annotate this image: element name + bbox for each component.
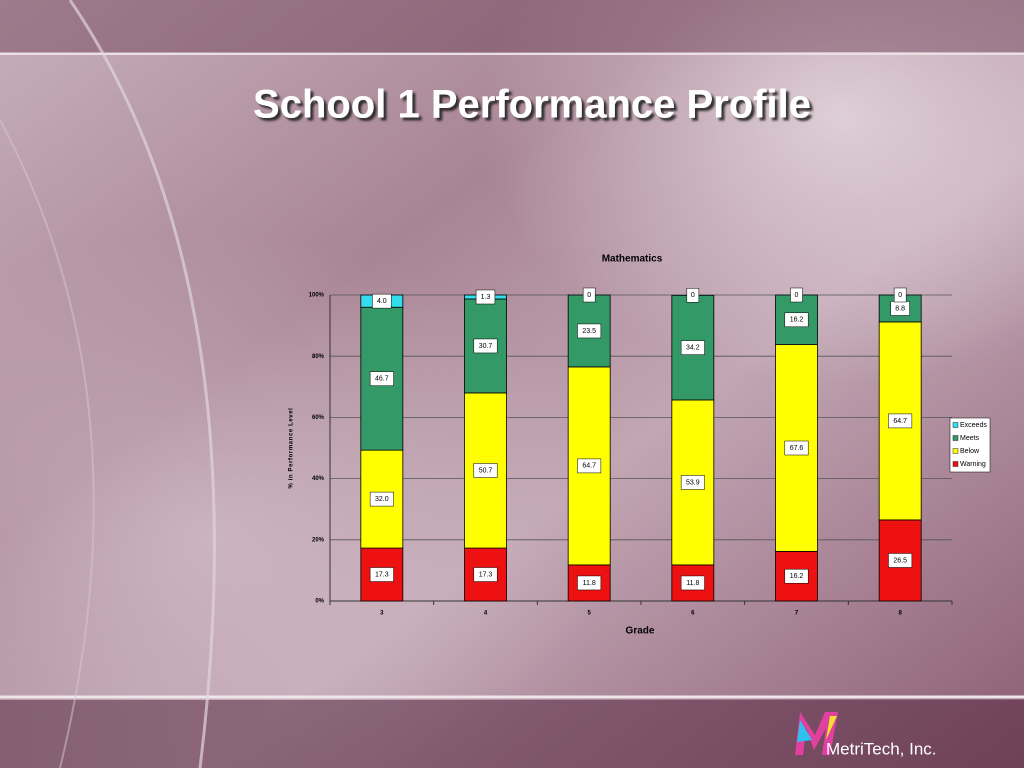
data-label-box [680,340,705,355]
data-label: 0 [795,292,799,299]
data-label-box [686,288,700,303]
y-tick-label: 20% [312,537,325,543]
legend-label: Below [960,448,980,455]
data-label-box [473,567,498,582]
data-label-box [369,371,394,386]
x-tick-label: 5 [587,611,591,617]
data-label: 16.2 [790,317,804,324]
data-label: 16.2 [790,573,804,580]
x-tick-label: 4 [484,611,488,617]
logo-mark [797,720,812,742]
decor-arc [68,0,216,768]
data-label-box [888,553,913,568]
y-tick-label: 80% [312,354,325,360]
chart-title: Mathematics [602,254,663,265]
data-label-box [577,458,602,474]
data-label: 64.7 [893,418,907,425]
data-label-box [680,575,705,591]
legend-label: Meets [960,435,980,442]
data-label-box [888,413,913,429]
y-tick-label: 60% [312,415,325,421]
data-label-box [473,463,498,478]
legend-label: Exceeds [960,422,987,429]
logo-text: MetriTech, Inc. [826,739,937,758]
data-label: 23.5 [582,328,596,335]
data-label: 32.0 [375,496,389,503]
data-label-box [372,293,392,309]
y-axis-label: % in Performance Level [289,408,295,489]
chart: Mathematics Grade % in Performance Level… [289,254,991,637]
data-label: 26.5 [893,557,907,564]
legend-swatch [952,422,959,428]
data-label: 30.7 [479,343,493,350]
decor-arc [0,119,95,768]
x-axis-label: Grade [626,626,655,637]
data-label-box [473,338,498,354]
data-label: 50.7 [479,467,493,474]
data-label: 4.0 [377,298,387,305]
data-label: 0 [691,292,695,299]
data-label: 8.8 [895,305,905,312]
data-label: 17.3 [375,571,389,578]
data-label: 1.3 [481,294,491,301]
x-tick-label: 7 [795,611,799,617]
data-label: 53.9 [686,479,700,486]
data-label: 67.6 [790,445,804,452]
y-tick-label: 0% [315,599,324,605]
top-band [0,0,1024,52]
data-label-box [784,312,809,328]
bar-segment [567,294,611,368]
data-label: 0 [587,292,591,299]
bar-segment [775,294,818,345]
logo: MetriTech, Inc. [795,712,937,758]
bottom-band [0,700,1024,768]
x-tick-label: 6 [691,611,695,617]
y-tick-label: 40% [312,476,325,482]
legend-label: Warning [960,461,986,468]
data-label-box [784,440,809,456]
x-tick-label: 3 [380,611,384,617]
data-label: 11.8 [583,580,596,587]
data-label-box [680,475,705,490]
data-label-box [577,575,602,591]
y-tick-label: 100% [309,293,325,299]
data-label-box [369,491,394,507]
data-label-box [577,323,602,339]
logo-mark [826,716,837,740]
data-label-box [475,289,496,305]
data-label: 0 [898,292,902,299]
legend-swatch [952,448,959,454]
data-label: 46.7 [375,376,389,383]
data-label: 34.2 [686,344,700,351]
logo-mark [795,712,838,755]
data-label-box [784,568,809,584]
data-label-box [369,567,394,582]
data-label-box [893,287,907,303]
legend-swatch [952,435,959,441]
slide-title: School 1 Performance Profile [253,83,811,127]
data-label: 17.3 [479,571,493,578]
data-label-box [790,287,803,303]
legend-swatch [952,461,959,467]
data-label-box [582,287,596,303]
data-label: 64.7 [582,463,596,470]
data-label: 11.8 [686,580,699,587]
x-tick-label: 8 [898,611,902,617]
